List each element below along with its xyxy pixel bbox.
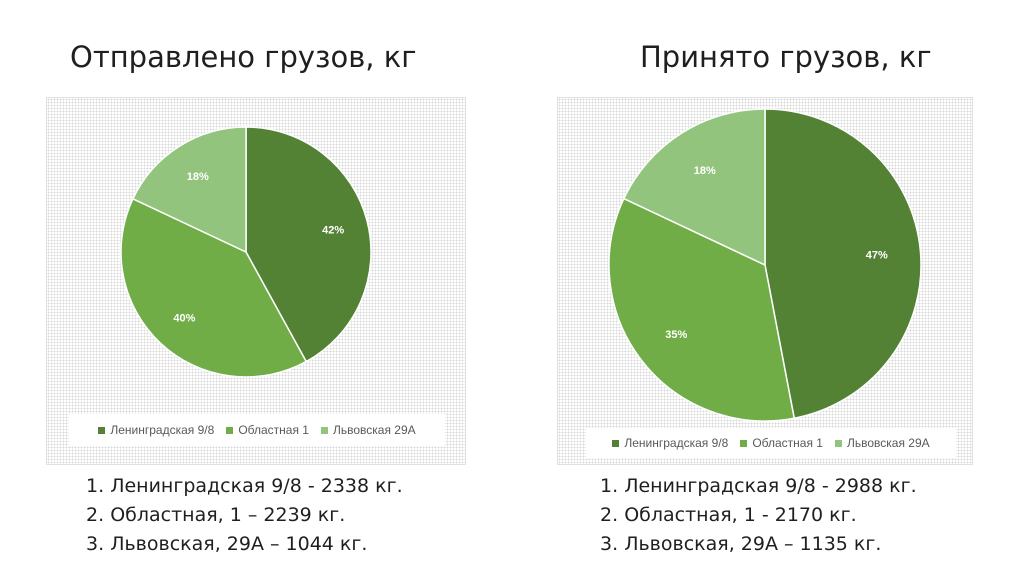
- slice-oblastnaya: [120, 197, 308, 378]
- legend-item: Ленинградская 9/8: [98, 423, 214, 437]
- legend-swatch: [612, 439, 620, 447]
- sent-cargo-chart: 42% 40% 18% Ленинградская 9/8 Областная 1 Ль…: [46, 97, 466, 465]
- data-label: 35%: [665, 329, 687, 341]
- legend-item: Львовская 29А: [834, 436, 930, 450]
- list-item-number: 2.: [86, 504, 105, 526]
- legend-label: Областная 1: [238, 423, 309, 437]
- data-label: 42%: [322, 225, 344, 237]
- list-item-text: Областная, 1 – 2239 кг.: [110, 504, 346, 526]
- received-cargo-list: 1. Ленинградская 9/8 - 2988 кг. 2. Облас…: [600, 472, 917, 559]
- slice-lvovskaya: [622, 108, 766, 267]
- slice-leningradskaya: [764, 108, 922, 420]
- data-label: 18%: [694, 165, 716, 177]
- list-item-number: 1.: [600, 475, 619, 497]
- legend-item: Областная 1: [226, 423, 309, 437]
- legend-item: Ленинградская 9/8: [612, 436, 728, 450]
- legend-swatch: [834, 439, 842, 447]
- received-cargo-pie: 47% 35% 18%: [608, 108, 922, 422]
- received-cargo-title: Принято грузов, кг: [640, 40, 932, 74]
- legend-swatch: [320, 426, 328, 434]
- sent-cargo-list: 1. Ленинградская 9/8 - 2338 кг. 2. Облас…: [86, 472, 403, 559]
- legend-label: Областная 1: [752, 436, 823, 450]
- list-item-number: 1.: [86, 475, 105, 497]
- legend-swatch: [98, 426, 106, 434]
- list-item-text: Областная, 1 - 2170 кг.: [624, 504, 857, 526]
- legend-item: Областная 1: [740, 436, 823, 450]
- list-item-text: Львовская, 29А – 1044 кг.: [110, 533, 368, 555]
- legend-label: Ленинградская 9/8: [110, 423, 215, 437]
- list-item: 1. Ленинградская 9/8 - 2338 кг.: [86, 472, 403, 501]
- list-item: 2. Областная, 1 - 2170 кг.: [600, 501, 917, 530]
- list-item: 2. Областная, 1 – 2239 кг.: [86, 501, 403, 530]
- list-item-text: Ленинградская 9/8 - 2988 кг.: [624, 475, 917, 497]
- list-item-text: Ленинградская 9/8 - 2338 кг.: [110, 475, 403, 497]
- data-label: 40%: [173, 313, 195, 325]
- received-cargo-chart: 47% 35% 18% Ленинградская 9/8 Областная 1 Ль…: [557, 97, 973, 465]
- data-label: 47%: [866, 249, 888, 261]
- sent-cargo-legend: Ленинградская 9/8 Областная 1 Львовская 29…: [69, 414, 445, 446]
- list-item-number: 3.: [600, 533, 619, 555]
- legend-label: Ленинградская 9/8: [624, 436, 729, 450]
- list-item-text: Львовская, 29А – 1135 кг.: [624, 533, 882, 555]
- list-item-number: 2.: [600, 504, 619, 526]
- sent-cargo-pie: 42% 40% 18%: [120, 126, 372, 378]
- slice-leningradskaya: [245, 126, 372, 363]
- sent-cargo-title: Отправлено грузов, кг: [70, 40, 417, 74]
- list-item: 3. Львовская, 29А – 1135 кг.: [600, 530, 917, 559]
- legend-swatch: [740, 439, 748, 447]
- legend-label: Львовская 29А: [332, 423, 416, 437]
- legend-label: Львовская 29А: [846, 436, 930, 450]
- legend-swatch: [226, 426, 234, 434]
- slice-oblastnaya: [608, 197, 796, 422]
- list-item: 3. Львовская, 29А – 1044 кг.: [86, 530, 403, 559]
- slice-lvovskaya: [131, 126, 247, 254]
- list-item: 1. Ленинградская 9/8 - 2988 кг.: [600, 472, 917, 501]
- data-label: 18%: [187, 171, 209, 183]
- list-item-number: 3.: [86, 533, 105, 555]
- received-cargo-legend: Ленинградская 9/8 Областная 1 Львовская 29…: [586, 428, 956, 458]
- legend-item: Львовская 29А: [320, 423, 416, 437]
